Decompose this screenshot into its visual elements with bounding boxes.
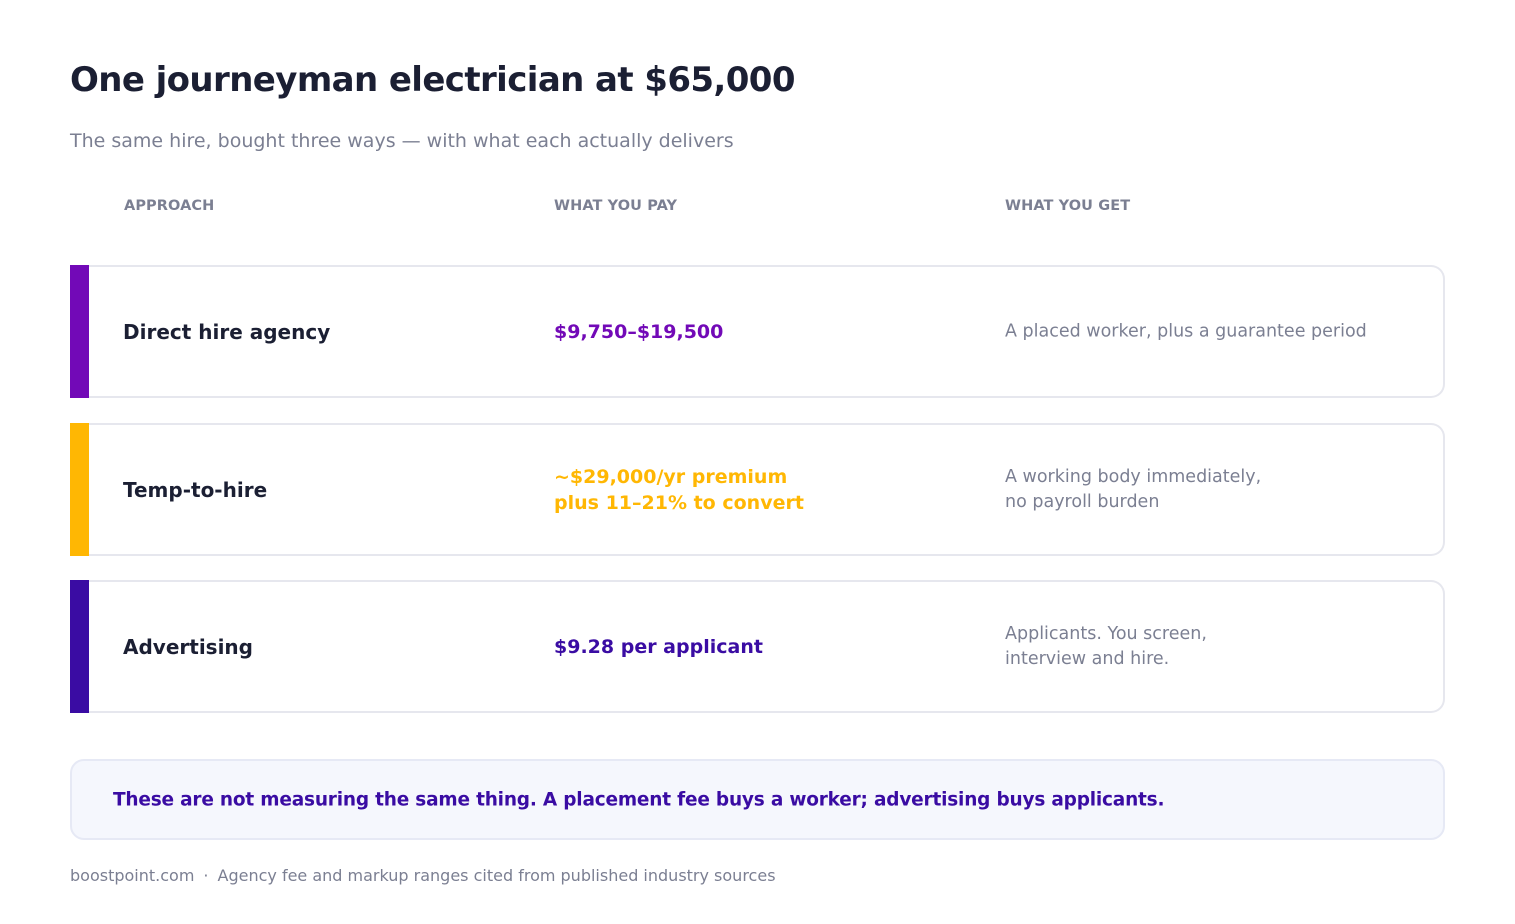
- get-value: A placed worker, plus a guarantee period: [1005, 319, 1425, 344]
- get-line: interview and hire.: [1005, 648, 1170, 669]
- approach-label: Advertising: [123, 634, 253, 659]
- pay-line: $9.28 per applicant: [554, 635, 763, 658]
- pay-value: $9.28 per applicant: [554, 634, 884, 660]
- get-line: A working body immediately,: [1005, 466, 1262, 487]
- column-header-approach: APPROACH: [124, 198, 215, 214]
- table-row-advertising: Advertising $9.28 per applicant Applican…: [70, 580, 1445, 713]
- row-accent-bar: [70, 423, 89, 556]
- footer: boostpoint.com · Agency fee and markup ran…: [70, 866, 776, 885]
- pay-value: ~$29,000/yr premium plus 11–21% to conve…: [554, 464, 884, 516]
- column-header-get: WHAT YOU GET: [1005, 198, 1131, 214]
- table-row-direct-hire: Direct hire agency $9,750–$19,500 A plac…: [70, 265, 1445, 398]
- callout-text: These are not measuring the same thing. …: [113, 789, 1165, 810]
- pay-line: $9,750–$19,500: [554, 320, 724, 343]
- row-accent-bar: [70, 580, 89, 713]
- page-title: One journeyman electrician at $65,000: [70, 60, 796, 100]
- footer-source: Agency fee and markup ranges cited from …: [217, 866, 776, 885]
- pay-line: plus 11–21% to convert: [554, 491, 804, 514]
- approach-label: Temp-to-hire: [123, 477, 268, 502]
- column-header-pay: WHAT YOU PAY: [554, 198, 678, 214]
- pay-value: $9,750–$19,500: [554, 319, 884, 345]
- page-subtitle: The same hire, bought three ways — with …: [70, 130, 734, 152]
- approach-label: Direct hire agency: [123, 319, 331, 344]
- table-row-temp-to-hire: Temp-to-hire ~$29,000/yr premium plus 11…: [70, 423, 1445, 556]
- callout-note: These are not measuring the same thing. …: [70, 759, 1445, 840]
- footer-site-link[interactable]: boostpoint.com: [70, 866, 195, 885]
- get-value: A working body immediately, no payroll b…: [1005, 465, 1425, 515]
- get-value: Applicants. You screen, interview and hi…: [1005, 622, 1425, 672]
- row-accent-bar: [70, 265, 89, 398]
- pay-line: ~$29,000/yr premium: [554, 465, 788, 488]
- get-line: Applicants. You screen,: [1005, 623, 1207, 644]
- get-line: A placed worker, plus a guarantee period: [1005, 321, 1367, 341]
- get-line: no payroll burden: [1005, 491, 1160, 512]
- footer-separator: ·: [203, 866, 209, 885]
